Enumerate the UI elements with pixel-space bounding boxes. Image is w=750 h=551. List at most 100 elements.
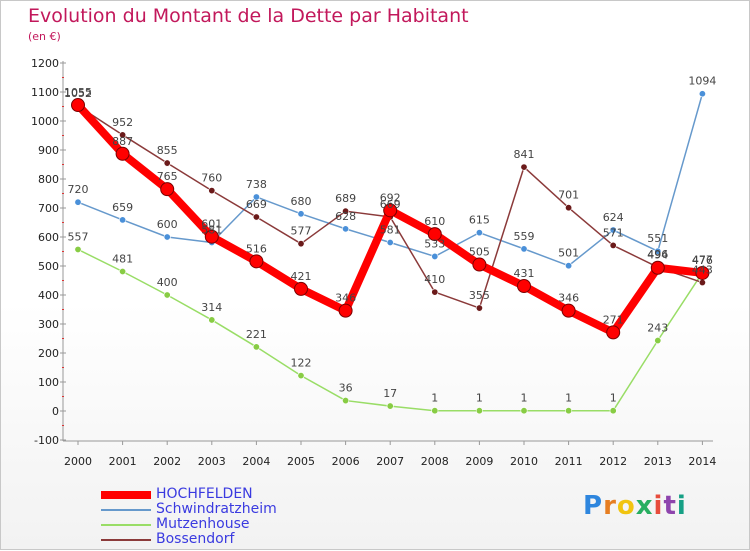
data-label-schwindratzheim: 581 <box>201 224 222 237</box>
y-tick-label: 0 <box>52 405 59 418</box>
data-label-mutzenhouse: 400 <box>157 276 178 289</box>
data-label-hochfelden: 271 <box>603 313 624 326</box>
data-label-bossendorf: 689 <box>335 192 356 205</box>
legend-label: Bossendorf <box>156 531 235 547</box>
data-label-bossendorf: 855 <box>157 144 178 157</box>
x-tick-label: 2007 <box>376 455 404 468</box>
data-label-mutzenhouse: 221 <box>246 328 267 341</box>
data-label-bossendorf: 410 <box>424 273 445 286</box>
data-point-bossendorf <box>520 163 528 171</box>
data-label-schwindratzheim: 1094 <box>688 75 716 88</box>
data-point-hochfelden <box>472 257 487 272</box>
y-tick-label: 900 <box>38 144 59 157</box>
data-point-schwindratzheim <box>342 225 350 233</box>
data-label-schwindratzheim: 559 <box>514 230 535 243</box>
data-point-hochfelden <box>294 281 308 296</box>
data-label-schwindratzheim: 738 <box>246 178 267 191</box>
data-label-hochfelden: 601 <box>201 218 222 231</box>
data-point-mutzenhouse <box>163 291 171 299</box>
data-label-schwindratzheim: 551 <box>647 232 668 245</box>
data-point-mutzenhouse <box>297 372 305 380</box>
data-label-hochfelden: 505 <box>469 246 490 259</box>
y-tick-label: 400 <box>38 289 59 302</box>
data-label-schwindratzheim: 600 <box>157 218 178 231</box>
data-label-mutzenhouse: 1 <box>431 392 438 405</box>
legend-label: HOCHFELDEN <box>156 486 253 502</box>
data-point-mutzenhouse <box>252 343 260 351</box>
logo-letter: r <box>603 491 617 521</box>
data-label-hochfelden: 1055 <box>64 86 92 99</box>
y-tick-label: 1100 <box>31 86 59 99</box>
y-tick-label: 100 <box>38 376 59 389</box>
data-point-mutzenhouse <box>342 397 350 405</box>
legend-item-hochfelden: HOCHFELDEN <box>101 487 277 502</box>
legend-label: Mutzenhouse <box>156 516 250 532</box>
data-point-bossendorf <box>252 213 260 221</box>
data-point-mutzenhouse <box>654 337 662 345</box>
data-point-hochfelden <box>383 203 398 218</box>
logo-letter: P <box>583 491 604 521</box>
logo-letter: x <box>635 491 654 521</box>
logo-letter: t <box>663 491 677 521</box>
y-tick-label: 700 <box>38 202 59 215</box>
x-tick-label: 2012 <box>599 455 627 468</box>
data-label-bossendorf: 355 <box>469 289 490 302</box>
y-tick-label: -100 <box>34 434 59 447</box>
data-label-hochfelden: 516 <box>246 242 267 255</box>
data-point-hochfelden <box>606 325 621 340</box>
data-point-hochfelden <box>338 303 353 318</box>
data-point-schwindratzheim <box>520 245 528 253</box>
y-tick-label: 600 <box>38 231 59 244</box>
data-label-hochfelden: 494 <box>647 249 668 262</box>
chart-subtitle: (en €) <box>28 30 61 43</box>
data-label-hochfelden: 421 <box>291 270 312 283</box>
data-point-schwindratzheim <box>431 252 439 260</box>
data-label-schwindratzheim: 615 <box>469 214 490 227</box>
data-point-hochfelden <box>427 227 442 242</box>
data-label-schwindratzheim: 533 <box>424 237 445 250</box>
data-label-schwindratzheim: 659 <box>112 201 133 214</box>
data-point-bossendorf <box>208 187 216 195</box>
data-label-schwindratzheim: 628 <box>335 210 356 223</box>
data-point-bossendorf <box>119 131 127 139</box>
proxiti-logo: Proxiti <box>583 491 687 521</box>
data-label-bossendorf: 571 <box>603 226 624 239</box>
y-tick-label: 1200 <box>31 57 59 70</box>
data-point-bossendorf <box>475 304 483 312</box>
x-tick-label: 2006 <box>332 455 360 468</box>
data-label-schwindratzheim: 680 <box>291 195 312 208</box>
data-point-bossendorf <box>163 159 171 167</box>
data-label-mutzenhouse: 557 <box>68 230 89 243</box>
data-point-hochfelden <box>204 229 219 244</box>
y-tick-label: 500 <box>38 260 59 273</box>
data-point-schwindratzheim <box>163 233 171 241</box>
data-point-bossendorf <box>342 207 350 215</box>
legend-item-schwindratzheim: Schwindratzheim <box>101 502 277 517</box>
x-tick-label: 2008 <box>421 455 449 468</box>
legend: HOCHFELDEN Schwindratzheim Mutzenhouse Boss… <box>101 487 277 547</box>
data-point-hochfelden <box>71 98 85 113</box>
data-point-hochfelden <box>650 260 665 275</box>
data-point-mutzenhouse <box>609 407 617 415</box>
x-tick-label: 2001 <box>109 455 137 468</box>
data-point-mutzenhouse <box>565 407 573 415</box>
data-label-mutzenhouse: 17 <box>383 387 397 400</box>
legend-item-bossendorf: Bossendorf <box>101 532 277 547</box>
legend-swatch <box>101 523 151 526</box>
x-tick-label: 2009 <box>465 455 493 468</box>
x-tick-label: 2004 <box>242 455 270 468</box>
data-label-bossendorf: 577 <box>291 225 312 238</box>
data-label-mutzenhouse: 1 <box>521 392 528 405</box>
x-tick-label: 2003 <box>198 455 226 468</box>
x-tick-label: 2010 <box>510 455 538 468</box>
data-point-schwindratzheim <box>119 216 127 224</box>
data-label-schwindratzheim: 581 <box>380 224 401 237</box>
y-tick-label: 300 <box>38 318 59 331</box>
data-label-hochfelden: 476 <box>692 254 713 267</box>
data-label-bossendorf: 701 <box>558 189 579 202</box>
logo-letter: o <box>616 491 636 521</box>
data-label-mutzenhouse: 1 <box>565 392 572 405</box>
data-point-bossendorf <box>431 288 439 296</box>
